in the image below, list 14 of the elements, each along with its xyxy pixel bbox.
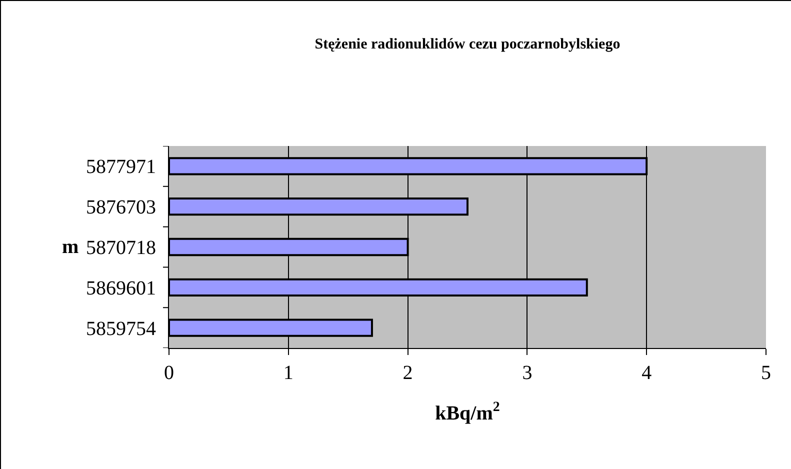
y-tick-label: 5877971 xyxy=(86,156,156,178)
y-tick-label: 5870718 xyxy=(86,237,156,259)
y-tick-label: 5859754 xyxy=(86,318,156,340)
x-tick-label: 0 xyxy=(164,362,174,384)
x-tick-label: 2 xyxy=(402,362,413,384)
x-tick-label: 5 xyxy=(761,362,771,384)
x-tick-label: 1 xyxy=(283,362,294,384)
y-axis-title: m xyxy=(62,236,79,258)
x-tick-label: 3 xyxy=(522,362,532,384)
chart-title: Stężenie radionuklidów cezu poczarnobylskiego xyxy=(314,36,620,52)
y-tick-label: 5876703 xyxy=(86,196,156,219)
y-tick-label: 5869601 xyxy=(86,277,156,300)
x-axis-title: kBq/m$^{2}$ xyxy=(435,400,500,424)
x-tick-label: 4 xyxy=(642,362,652,384)
